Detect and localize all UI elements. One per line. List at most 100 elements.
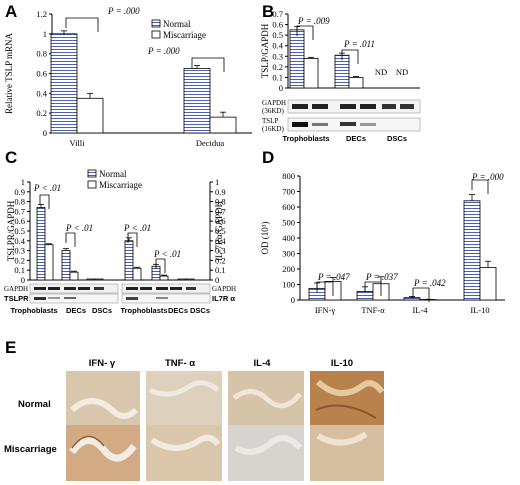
blot-band xyxy=(292,122,308,127)
ihc-row-normal: Normal xyxy=(18,399,51,410)
blot-band xyxy=(126,297,138,300)
blot-band xyxy=(360,104,376,109)
blot-band xyxy=(382,104,396,109)
blot-band xyxy=(64,297,76,299)
blot-band xyxy=(156,297,168,299)
bar-normal-b xyxy=(334,54,350,89)
blot-band xyxy=(340,104,356,109)
ihc-texture xyxy=(148,380,220,397)
y-tick-label-b: 0 xyxy=(279,83,283,93)
category-label-b: DSCs xyxy=(387,134,407,143)
p-value-d: P = .047 xyxy=(317,272,350,282)
blot-band xyxy=(64,287,76,290)
bar-normal-c xyxy=(177,278,187,281)
y-tick-label-d: 400 xyxy=(282,233,295,243)
bar-miscarriage-a xyxy=(209,116,237,134)
blot-band xyxy=(312,123,328,126)
legend-c-normal: Normal xyxy=(99,169,127,179)
ihc-col-il10: IL-10 xyxy=(331,358,353,369)
blot-band xyxy=(78,287,90,290)
p-value-d: P = .037 xyxy=(365,272,398,282)
p-value-b: P = .011 xyxy=(343,39,375,49)
bar-miscarriage-c xyxy=(44,244,54,281)
significance-bracket-a xyxy=(65,17,99,32)
y-tick-label-right-c: 0.4 xyxy=(215,236,226,246)
blot-band xyxy=(292,104,308,109)
blot-band xyxy=(360,123,376,126)
ihc-texture xyxy=(234,435,303,455)
y-tick-label-b: 0.2 xyxy=(272,62,283,72)
y-tick-label-a: 0.2 xyxy=(36,108,47,118)
p-value-c: P < .01 xyxy=(33,183,61,193)
ihc-texture xyxy=(232,389,302,409)
category-label-b: Trophoblasts xyxy=(282,134,329,143)
ihc-texture xyxy=(315,404,377,419)
p-value-a: P = .000 xyxy=(107,6,140,16)
legend-c-miscarriage-swatch xyxy=(87,180,97,189)
ihc-col-tnf: TNF- α xyxy=(165,358,195,369)
ihc-col-ifn: IFN- γ xyxy=(89,358,116,369)
y-tick-label-a: 1 xyxy=(43,29,47,39)
bar-normal-c xyxy=(36,207,46,281)
category-label-a: Decidua xyxy=(196,138,225,148)
y-tick-label-right-c: 0.6 xyxy=(215,216,226,226)
category-label-c: DSCs xyxy=(190,306,210,315)
nd-label-b: ND xyxy=(396,67,408,77)
p-value-c: P < .01 xyxy=(65,223,93,233)
panel-label-d: D xyxy=(262,148,274,167)
p-value-c: P < .01 xyxy=(123,223,151,233)
category-label-c: Trophoblasts xyxy=(10,306,57,315)
ihc-image-miscarriage-il10 xyxy=(310,425,384,481)
ihc-col-il4: IL-4 xyxy=(254,358,272,369)
y-tick-label-d: 700 xyxy=(282,187,295,197)
y-tick-label-d: 200 xyxy=(282,264,295,274)
category-label-c: Trophoblasts xyxy=(120,306,167,315)
blot-band xyxy=(340,122,356,126)
bar-miscarriage-c xyxy=(159,275,169,281)
ihc-image-normal-il10 xyxy=(310,371,384,431)
y-tick-label-d: 100 xyxy=(282,280,295,290)
bar-miscarriage-b xyxy=(348,77,364,89)
y-tick-label-c: 0.7 xyxy=(14,206,25,216)
blot-band xyxy=(170,287,182,290)
y-tick-label-a: 0.6 xyxy=(36,69,47,79)
legend-c-normal-swatch xyxy=(87,169,97,178)
blot-band xyxy=(34,297,46,300)
significance-bracket-d xyxy=(471,179,489,194)
blot-b-label-gapdh: GAPDH xyxy=(262,99,286,107)
y-tick-label-right-c: 0.2 xyxy=(215,255,226,265)
significance-bracket-b xyxy=(296,25,314,40)
bar-normal-a xyxy=(183,68,211,134)
blot-band xyxy=(140,287,152,290)
panel-label-c: C xyxy=(5,148,17,167)
significance-bracket-c xyxy=(65,232,76,247)
y-tick-label-a: 0.4 xyxy=(36,88,47,98)
y-tick-label-c: 0.9 xyxy=(14,187,25,197)
y-tick-label-right-c: 0.7 xyxy=(215,206,226,216)
significance-bracket-a xyxy=(191,57,225,72)
y-tick-label-right-c: 0.1 xyxy=(215,265,226,275)
blot-band xyxy=(400,104,414,109)
legend-a-normal-swatch xyxy=(151,19,161,28)
y-tick-label-b: 0.7 xyxy=(272,9,283,19)
category-label-d: IFN-γ xyxy=(315,305,336,315)
blot-b-label-tslp-kd: (16KD) xyxy=(262,125,284,133)
blot-c-label-il7r: IL7R α xyxy=(212,294,235,303)
y-axis-label-c: TSLPR/GAPDH xyxy=(6,200,16,261)
bar-miscarriage-b xyxy=(303,58,319,89)
ihc-texture xyxy=(69,437,137,462)
y-tick-label-d: 800 xyxy=(282,171,295,181)
nd-label-b: ND xyxy=(375,67,387,77)
y-axis-label-right-c: IL-7Rα/GAPDH xyxy=(214,200,224,261)
y-tick-label-a: 1.2 xyxy=(36,9,47,19)
bar-miscarriage-c xyxy=(132,267,142,281)
blot-band xyxy=(156,287,168,290)
blot-c-label-gapdh-right: GAPDH xyxy=(212,285,236,293)
significance-bracket-c xyxy=(155,258,166,273)
category-label-c: DECs xyxy=(168,306,188,315)
y-tick-label-c: 0.3 xyxy=(14,246,25,256)
p-value-b: P = .009 xyxy=(297,16,330,26)
y-tick-label-right-c: 0.9 xyxy=(215,187,226,197)
ihc-texture xyxy=(150,434,221,451)
